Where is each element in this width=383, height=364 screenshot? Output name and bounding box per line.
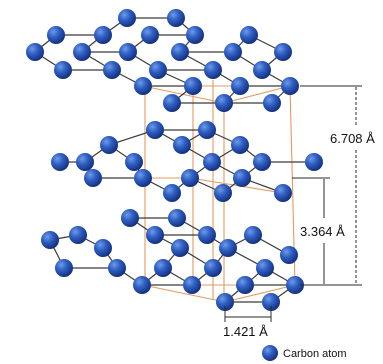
carbon-atom bbox=[214, 184, 232, 202]
dimension-3364 bbox=[292, 177, 330, 284]
carbon-atom bbox=[219, 239, 237, 257]
carbon-atom bbox=[263, 94, 281, 112]
carbon-atom bbox=[51, 153, 69, 171]
carbon-atom bbox=[133, 276, 151, 294]
unit-cell-edge bbox=[142, 85, 225, 104]
carbon-atom bbox=[167, 9, 185, 27]
carbon-atom bbox=[173, 136, 191, 154]
carbon-atom bbox=[203, 153, 221, 171]
carbon-atom bbox=[183, 276, 201, 294]
unit-cell-edge bbox=[224, 284, 296, 303]
carbon-atom bbox=[121, 209, 139, 227]
carbon-atom bbox=[231, 77, 249, 95]
carbon-atom bbox=[76, 153, 94, 171]
carbon-atom bbox=[280, 246, 298, 264]
carbon-atom bbox=[236, 276, 254, 294]
carbon-atom bbox=[41, 231, 59, 249]
carbon-atom bbox=[163, 94, 181, 112]
legend-label: Carbon atom bbox=[283, 348, 347, 360]
interlayer-distance-double-label: 6.708 Å bbox=[330, 131, 375, 146]
dimension-6708 bbox=[300, 85, 362, 286]
carbon-atom bbox=[171, 239, 189, 257]
carbon-atom bbox=[224, 43, 242, 61]
carbon-atom bbox=[134, 169, 152, 187]
unit-cell-edge bbox=[142, 284, 226, 303]
carbon-atom bbox=[55, 259, 73, 277]
carbon-atom bbox=[47, 26, 65, 44]
carbon-atom bbox=[233, 169, 251, 187]
carbon-atom bbox=[186, 26, 204, 44]
carbon-atom bbox=[198, 121, 216, 139]
carbon-atom bbox=[286, 276, 304, 294]
carbon-atom bbox=[146, 121, 164, 139]
carbon-atom bbox=[100, 136, 118, 154]
carbon-atom bbox=[26, 43, 44, 61]
carbon-atom bbox=[171, 43, 189, 61]
carbon-atom bbox=[274, 184, 292, 202]
carbon-atom bbox=[253, 61, 271, 79]
carbon-atom bbox=[198, 226, 216, 244]
carbon-atom bbox=[84, 169, 102, 187]
legend-atom-swatch bbox=[262, 345, 278, 361]
carbon-atom bbox=[73, 43, 91, 61]
carbon-atom bbox=[305, 153, 323, 171]
carbon-atom bbox=[256, 259, 274, 277]
carbon-atom bbox=[103, 61, 121, 79]
carbon-atom bbox=[154, 259, 172, 277]
carbon-atom bbox=[141, 26, 159, 44]
dimension-1421 bbox=[224, 306, 272, 322]
carbon-atom bbox=[118, 9, 136, 27]
carbon-atom bbox=[274, 43, 292, 61]
carbon-atom bbox=[281, 77, 299, 95]
carbon-atom bbox=[262, 293, 280, 311]
carbon-atom bbox=[244, 226, 262, 244]
unit-cell-edge bbox=[189, 177, 284, 194]
carbon-atom bbox=[253, 153, 271, 171]
carbon-atom bbox=[69, 226, 87, 244]
carbon-atom bbox=[215, 94, 233, 112]
carbon-atom bbox=[119, 43, 137, 61]
carbon-atom bbox=[181, 169, 199, 187]
carbon-atom bbox=[216, 293, 234, 311]
carbon-atom bbox=[163, 184, 181, 202]
carbon-atom bbox=[125, 153, 143, 171]
carbon-atom bbox=[146, 226, 164, 244]
carbon-atom bbox=[168, 209, 186, 227]
carbon-atom bbox=[149, 61, 167, 79]
carbon-atom bbox=[240, 26, 258, 44]
unit-cell-edge bbox=[223, 85, 291, 104]
interlayer-distance-single-label: 3.364 Å bbox=[300, 224, 345, 239]
carbon-atom bbox=[231, 136, 249, 154]
carbon-atom bbox=[134, 77, 152, 95]
carbon-atom bbox=[184, 77, 202, 95]
carbon-atom bbox=[54, 61, 72, 79]
carbon-atom bbox=[94, 239, 112, 257]
carbon-atom bbox=[94, 26, 112, 44]
carbon-atoms bbox=[26, 9, 323, 311]
carbon-atom bbox=[204, 61, 222, 79]
bond-length-label: 1.421 Å bbox=[223, 324, 268, 339]
carbon-atom bbox=[108, 259, 126, 277]
carbon-atom bbox=[204, 259, 222, 277]
